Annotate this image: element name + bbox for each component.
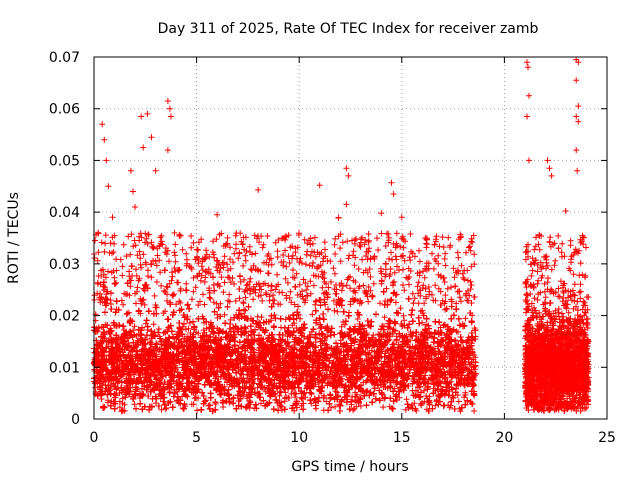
- data-point: [295, 303, 301, 310]
- chart-title: Day 311 of 2025, Rate Of TEC Index for r…: [158, 21, 539, 37]
- data-point: [124, 310, 131, 317]
- data-point: [120, 407, 127, 414]
- data-point: [131, 375, 138, 382]
- data-point: [282, 389, 289, 396]
- data-point: [382, 394, 389, 401]
- data-point: [471, 408, 478, 414]
- data-point: [332, 403, 338, 410]
- data-point: [302, 394, 309, 401]
- data-point: [350, 407, 357, 414]
- data-point: [292, 394, 298, 401]
- data-point: [308, 400, 315, 407]
- data-point: [432, 402, 439, 409]
- data-point: [289, 311, 296, 318]
- data-point: [309, 311, 316, 318]
- data-point: [186, 320, 193, 326]
- data-point: [291, 301, 298, 308]
- data-point: [334, 308, 341, 315]
- data-point: [400, 312, 407, 319]
- data-point: [245, 332, 252, 339]
- data-point: [150, 321, 157, 328]
- data-point: [221, 311, 228, 318]
- data-point: [131, 401, 138, 408]
- data-point: [152, 400, 159, 407]
- data-point: [164, 297, 170, 304]
- data-point: [338, 323, 345, 330]
- data-point: [353, 403, 360, 410]
- data-point: [194, 407, 201, 414]
- data-point: [197, 298, 203, 305]
- data-point: [423, 393, 430, 399]
- data-point: [418, 402, 425, 409]
- data-point: [160, 310, 167, 317]
- data-point: [401, 317, 408, 324]
- data-point: [370, 332, 377, 339]
- data-point: [397, 305, 404, 312]
- data-point: [104, 399, 111, 406]
- data-point: [331, 270, 338, 277]
- data-point: [396, 394, 403, 401]
- data-point: [271, 312, 278, 318]
- data-point: [220, 289, 227, 296]
- data-point: [455, 398, 462, 405]
- data-point: [116, 404, 123, 411]
- data-point: [202, 397, 209, 404]
- data-point: [220, 400, 226, 406]
- data-point: [151, 292, 158, 299]
- data-point: [462, 315, 469, 322]
- data-point: [419, 307, 426, 314]
- data-point: [254, 313, 261, 320]
- data-point: [381, 314, 388, 321]
- data-point: [293, 315, 300, 322]
- data-point: [242, 307, 249, 314]
- data-point: [124, 335, 131, 342]
- data-point: [403, 396, 410, 403]
- data-point: [184, 301, 191, 308]
- data-point: [415, 300, 422, 307]
- data-point: [119, 395, 126, 402]
- data-point: [442, 306, 449, 313]
- data-point: [286, 378, 293, 385]
- data-point: [230, 394, 237, 401]
- data-point: [422, 285, 429, 292]
- data-point: [160, 330, 167, 336]
- data-point: [158, 406, 165, 413]
- data-point: [468, 282, 475, 289]
- data-point: [155, 326, 162, 332]
- data-point: [238, 371, 245, 378]
- data-point: [247, 275, 254, 282]
- data-point: [276, 392, 283, 399]
- data-points: [91, 56, 592, 415]
- data-point: [240, 391, 247, 398]
- data-point: [331, 307, 338, 314]
- data-point: [130, 327, 137, 334]
- data-point: [380, 404, 387, 411]
- data-point: [357, 403, 364, 409]
